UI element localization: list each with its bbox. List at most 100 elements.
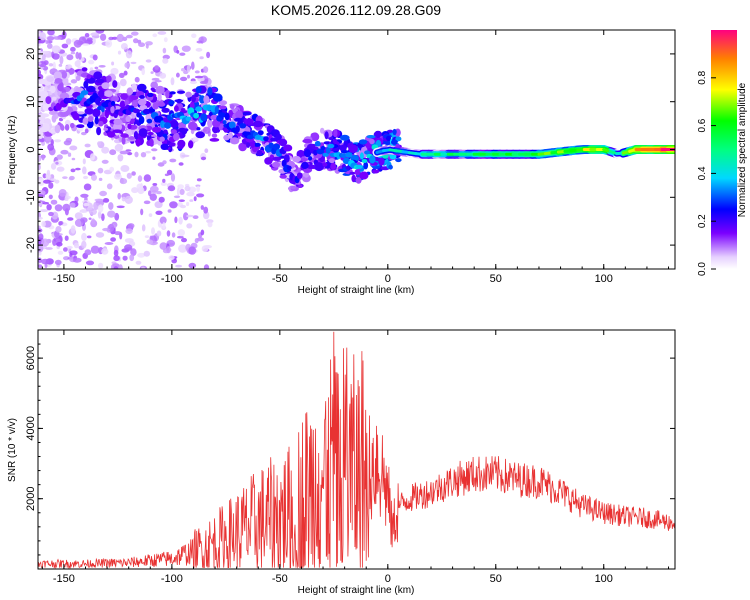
noise-blob: [186, 64, 191, 73]
ridge-blob: [98, 120, 104, 127]
ridge-core: [228, 121, 236, 129]
noise-blob: [159, 72, 167, 79]
noise-blob: [116, 205, 125, 209]
ridge-blob: [157, 101, 166, 107]
colorbar-label: Normalized spectral amplitude: [737, 82, 748, 217]
noise-blob: [125, 50, 133, 59]
noise-blob: [97, 141, 102, 146]
ridge-blob: [92, 108, 101, 118]
noise-blob: [43, 179, 51, 184]
noise-blob: [85, 260, 95, 266]
ridge-blob: [388, 164, 393, 170]
noise-blob: [151, 227, 155, 235]
ridge-blob: [131, 83, 138, 91]
noise-blob: [186, 214, 194, 218]
ridge-core: [313, 149, 318, 156]
noise-blob: [94, 198, 104, 202]
noise-blob: [54, 259, 62, 265]
y-tick-label: 4000: [25, 416, 37, 440]
noise-blob: [151, 77, 160, 81]
ridge-blob: [86, 85, 96, 93]
noise-blob: [133, 38, 139, 44]
ridge-blob: [128, 136, 136, 140]
noise-blob: [38, 190, 46, 196]
noise-blob: [159, 242, 168, 250]
noise-blob: [162, 58, 169, 64]
noise-blob: [64, 235, 69, 241]
noise-blob: [50, 199, 58, 205]
noise-blob: [81, 240, 87, 249]
ridge-blob: [139, 95, 145, 99]
ridge-core: [45, 96, 52, 105]
ridge-blob: [188, 121, 198, 131]
noise-blob: [183, 212, 189, 221]
noise-blob: [138, 42, 146, 47]
ridge-blob: [292, 155, 301, 163]
ridge-core: [268, 142, 275, 149]
noise-blob: [200, 205, 204, 210]
noise-blob: [97, 204, 104, 213]
noise-blob: [58, 189, 67, 197]
ridge-blob: [235, 110, 244, 119]
noise-blob: [189, 199, 194, 202]
noise-blob: [196, 178, 202, 182]
noise-blob: [140, 152, 147, 158]
ridge-blob: [86, 74, 92, 80]
snr-y-ticks: 2000 4000 6000: [25, 329, 675, 556]
ridge-blob: [378, 157, 385, 166]
colorbar-ticks: 0.0 0.2 0.4 0.6 0.8: [697, 70, 716, 276]
noise-blob: [104, 242, 114, 245]
noise-blob: [90, 32, 100, 37]
noise-blob: [119, 78, 127, 87]
ridge-blob: [176, 122, 186, 130]
ridge-core: [296, 172, 303, 180]
ridge-blob: [84, 107, 94, 115]
ridge-core: [345, 152, 353, 158]
noise-blob: [43, 60, 49, 66]
ridge-blob: [238, 142, 247, 152]
noise-blob: [75, 167, 81, 171]
ridge-core: [336, 151, 341, 160]
noise-blob: [152, 33, 158, 38]
ridge-blob: [170, 129, 177, 134]
ridge-core: [327, 143, 335, 149]
x-tick-label: -100: [161, 573, 183, 585]
noise-blob: [111, 61, 115, 66]
x-tick-label: 100: [595, 573, 613, 585]
noise-blob: [196, 40, 203, 44]
noise-blob: [81, 131, 87, 136]
noise-blob: [53, 36, 62, 40]
noise-blob: [66, 245, 73, 250]
noise-blob: [101, 213, 105, 221]
noise-blob: [70, 46, 76, 52]
noise-blob: [137, 252, 146, 258]
spectrogram-x-label: Height of straight line (km): [298, 285, 415, 296]
ridge-core: [239, 123, 247, 129]
noise-blob: [110, 67, 119, 75]
ridge-core: [193, 112, 200, 119]
ridge-blob: [157, 93, 162, 101]
noise-blob: [178, 162, 184, 166]
ridge-blob: [322, 162, 328, 167]
noise-blob: [196, 186, 201, 192]
ridge-blob: [173, 132, 180, 141]
noise-blob: [55, 226, 62, 233]
noise-blob: [160, 182, 167, 186]
ridge-blob: [391, 139, 398, 145]
ridge-blob: [302, 138, 313, 144]
noise-blob: [167, 185, 176, 192]
noise-blob: [46, 204, 52, 211]
noise-blob: [117, 50, 122, 55]
y-tick-label: -10: [25, 189, 37, 205]
noise-blob: [113, 249, 119, 257]
noise-blob: [141, 68, 145, 76]
noise-blob: [38, 177, 45, 186]
x-tick-label: -150: [53, 573, 75, 585]
noise-blob: [188, 262, 197, 269]
noise-blob: [84, 249, 92, 256]
noise-blob: [46, 169, 51, 176]
ridge-blob: [135, 138, 141, 147]
noise-blob: [56, 166, 65, 172]
ridge-core: [138, 116, 145, 124]
noise-blob: [176, 50, 180, 54]
